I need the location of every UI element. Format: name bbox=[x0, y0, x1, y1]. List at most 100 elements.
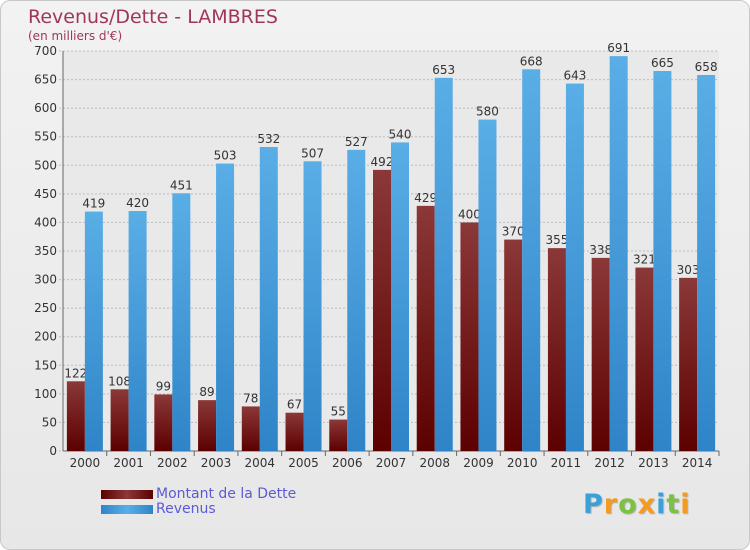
y-tick-label: 650 bbox=[34, 73, 57, 87]
bar-revenus bbox=[434, 77, 453, 451]
bar-dette bbox=[635, 267, 654, 451]
y-tick-label: 550 bbox=[34, 130, 57, 144]
x-tick-label: 2010 bbox=[507, 456, 538, 470]
x-tick-label: 2004 bbox=[245, 456, 276, 470]
logo-letter: i bbox=[656, 489, 667, 520]
data-label-dette: 429 bbox=[414, 191, 437, 205]
x-tick-label: 2008 bbox=[419, 456, 450, 470]
data-label-revenus: 507 bbox=[301, 146, 324, 160]
bar-dette bbox=[198, 400, 217, 451]
logo-letter: x bbox=[637, 489, 657, 520]
bar-dette bbox=[110, 389, 129, 451]
data-label-dette: 122 bbox=[64, 366, 87, 380]
data-label-revenus: 527 bbox=[345, 135, 368, 149]
data-label-revenus: 580 bbox=[476, 105, 499, 119]
bar-dette bbox=[504, 239, 523, 451]
data-label-dette: 67 bbox=[287, 398, 302, 412]
bar-revenus bbox=[128, 211, 147, 451]
y-tick-label: 500 bbox=[34, 158, 57, 172]
bar-revenus bbox=[172, 193, 191, 452]
data-label-dette: 400 bbox=[458, 207, 481, 221]
legend-swatch-dette bbox=[101, 490, 153, 499]
proxiti-logo: Proxiti bbox=[583, 489, 691, 520]
x-tick-label: 2012 bbox=[594, 456, 625, 470]
bar-revenus bbox=[522, 69, 541, 452]
y-tick-label: 100 bbox=[34, 387, 57, 401]
data-label-revenus: 532 bbox=[257, 132, 280, 146]
y-tick-label: 50 bbox=[42, 415, 57, 429]
bar-revenus bbox=[565, 83, 584, 452]
data-label-revenus: 540 bbox=[389, 127, 412, 141]
data-label-revenus: 653 bbox=[432, 63, 455, 77]
bar-dette bbox=[591, 257, 610, 451]
y-tick-label: 700 bbox=[34, 44, 57, 58]
data-label-dette: 89 bbox=[199, 385, 214, 399]
y-tick-label: 350 bbox=[34, 244, 57, 258]
bar-revenus bbox=[303, 161, 322, 452]
data-label-revenus: 691 bbox=[607, 41, 630, 55]
data-label-dette: 303 bbox=[677, 263, 700, 277]
bar-dette bbox=[373, 169, 391, 451]
logo-letter: o bbox=[618, 489, 638, 520]
y-tick-label: 250 bbox=[34, 301, 57, 315]
bar-dette bbox=[547, 248, 566, 451]
y-tick-label: 200 bbox=[34, 330, 57, 344]
y-tick-label: 600 bbox=[34, 101, 57, 115]
logo-letter: P bbox=[583, 489, 604, 520]
y-tick-label: 400 bbox=[34, 215, 57, 229]
x-tick-label: 2011 bbox=[551, 456, 582, 470]
bar-revenus bbox=[216, 163, 235, 452]
data-label-dette: 99 bbox=[156, 379, 171, 393]
data-label-dette: 370 bbox=[502, 225, 525, 239]
bar-dette bbox=[285, 412, 304, 451]
bar-dette bbox=[416, 205, 435, 451]
bar-revenus bbox=[259, 147, 278, 451]
legend-label-revenus: Revenus bbox=[156, 501, 216, 517]
bar-revenus bbox=[391, 142, 409, 451]
bar-revenus bbox=[697, 75, 716, 451]
bar-dette bbox=[154, 394, 173, 451]
y-tick-label: 150 bbox=[34, 358, 57, 372]
bar-dette bbox=[66, 381, 85, 451]
x-tick-label: 2007 bbox=[376, 456, 407, 470]
chart-subtitle: (en milliers d'€) bbox=[28, 29, 123, 43]
bar-revenus bbox=[609, 56, 628, 452]
data-label-dette: 355 bbox=[545, 233, 568, 247]
data-label-dette: 55 bbox=[331, 405, 346, 419]
bar-dette bbox=[679, 277, 698, 451]
data-label-dette: 78 bbox=[243, 391, 258, 405]
x-tick-label: 2014 bbox=[682, 456, 713, 470]
bar-revenus bbox=[653, 71, 672, 451]
data-label-revenus: 451 bbox=[170, 178, 193, 192]
legend-label-dette: Montant de la Dette bbox=[156, 486, 297, 502]
x-tick-label: 2006 bbox=[332, 456, 363, 470]
bar-dette bbox=[241, 406, 260, 451]
data-label-dette: 108 bbox=[108, 374, 131, 388]
data-label-dette: 338 bbox=[589, 243, 612, 257]
data-label-revenus: 665 bbox=[651, 56, 674, 70]
x-tick-label: 2005 bbox=[288, 456, 319, 470]
data-label-revenus: 420 bbox=[126, 196, 149, 210]
x-tick-label: 2000 bbox=[70, 456, 101, 470]
x-tick-label: 2009 bbox=[463, 456, 494, 470]
logo-letter: i bbox=[680, 489, 691, 520]
data-label-dette: 492 bbox=[371, 155, 394, 169]
bar-revenus bbox=[347, 149, 366, 451]
y-tick-label: 450 bbox=[34, 187, 57, 201]
data-label-revenus: 658 bbox=[695, 60, 718, 74]
x-tick-label: 2001 bbox=[113, 456, 144, 470]
x-tick-label: 2003 bbox=[201, 456, 232, 470]
chart-title: Revenus/Dette - LAMBRES bbox=[28, 6, 278, 28]
bar-dette bbox=[460, 222, 479, 451]
x-tick-label: 2002 bbox=[157, 456, 188, 470]
legend-swatch-revenus bbox=[101, 505, 153, 514]
data-label-revenus: 668 bbox=[520, 54, 543, 68]
data-label-revenus: 503 bbox=[214, 149, 237, 163]
x-tick-label: 2013 bbox=[638, 456, 669, 470]
data-label-revenus: 419 bbox=[82, 197, 105, 211]
y-tick-label: 300 bbox=[34, 273, 57, 287]
y-tick-label: 0 bbox=[49, 444, 57, 458]
bar-dette bbox=[329, 419, 348, 451]
